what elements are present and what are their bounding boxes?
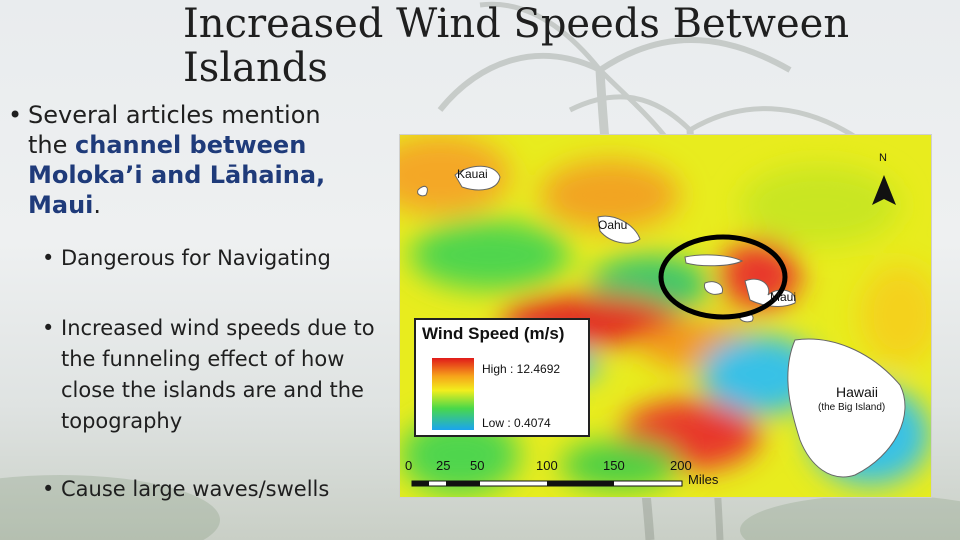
sub-bullet-2-text: Increased wind speeds due to the funneli… xyxy=(61,316,375,433)
oahu-island xyxy=(597,215,641,244)
wind-speed-legend: Wind Speed (m/s) High : 12.4692 Low : 0.… xyxy=(414,318,590,437)
scale-label-25: 25 xyxy=(436,458,451,473)
sub-bullet-3-text: Cause large waves/swells xyxy=(61,477,330,501)
hawaii-label: Hawaii xyxy=(836,384,879,400)
scale-label-150: 150 xyxy=(603,458,625,473)
sub-bullet-dot: • xyxy=(42,316,55,340)
hawaii-sub-label: (the Big Island) xyxy=(818,402,886,413)
sub-bullet-1-text: Dangerous for Navigating xyxy=(61,246,331,270)
molokai-island xyxy=(684,254,744,267)
scale-unit: Miles xyxy=(688,472,719,487)
wind-speed-map xyxy=(400,135,931,497)
kauai-island xyxy=(454,165,501,191)
sub-bullet-2: • Increased wind speeds due to the funne… xyxy=(42,313,382,437)
sub-bullet-3: • Cause large waves/swells xyxy=(42,474,382,505)
legend-high: High : 12.4692 xyxy=(482,362,561,376)
bullet-main-prefix: Several articles mention the xyxy=(28,101,321,159)
legend-gradient xyxy=(432,358,474,430)
scale-label-0: 0 xyxy=(405,458,413,473)
bullet-main-text: Several articles mention the channel bet… xyxy=(8,100,353,220)
title-line-2: Islands xyxy=(183,45,328,91)
north-label: N xyxy=(879,152,887,164)
legend-title: Wind Speed (m/s) xyxy=(422,324,565,343)
bullet-main-highlight: channel between Moloka’i and Lāhaina, Ma… xyxy=(28,131,326,219)
legend-low: Low : 0.4074 xyxy=(482,416,551,430)
slide-title: Increased Wind Speeds Between Islands xyxy=(183,2,943,90)
scale-bar xyxy=(411,480,683,487)
sub-bullet-1: • Dangerous for Navigating xyxy=(42,243,382,274)
channel-highlight-circle xyxy=(658,234,788,320)
scale-label-50: 50 xyxy=(470,458,485,473)
bullet-main: • Several articles mention the channel b… xyxy=(8,100,353,220)
lanai-island xyxy=(703,281,724,295)
bullet-list: • Several articles mention the channel b… xyxy=(0,0,400,540)
kauai-label: Kauai xyxy=(457,167,488,181)
bullet-main-suffix: . xyxy=(93,191,102,219)
oahu-label: Oahu xyxy=(598,218,628,232)
maui-label: Maui xyxy=(770,290,797,304)
north-arrow-icon xyxy=(872,175,896,205)
scale-label-200: 200 xyxy=(670,458,692,473)
title-line-1: Increased Wind Speeds Between xyxy=(183,1,850,47)
hawaii-island xyxy=(787,338,906,478)
bullet-dot: • xyxy=(8,101,23,129)
scale-label-100: 100 xyxy=(536,458,558,473)
niihau-island xyxy=(417,185,428,197)
sub-bullet-dot: • xyxy=(42,246,55,270)
sub-bullet-dot: • xyxy=(42,477,55,501)
